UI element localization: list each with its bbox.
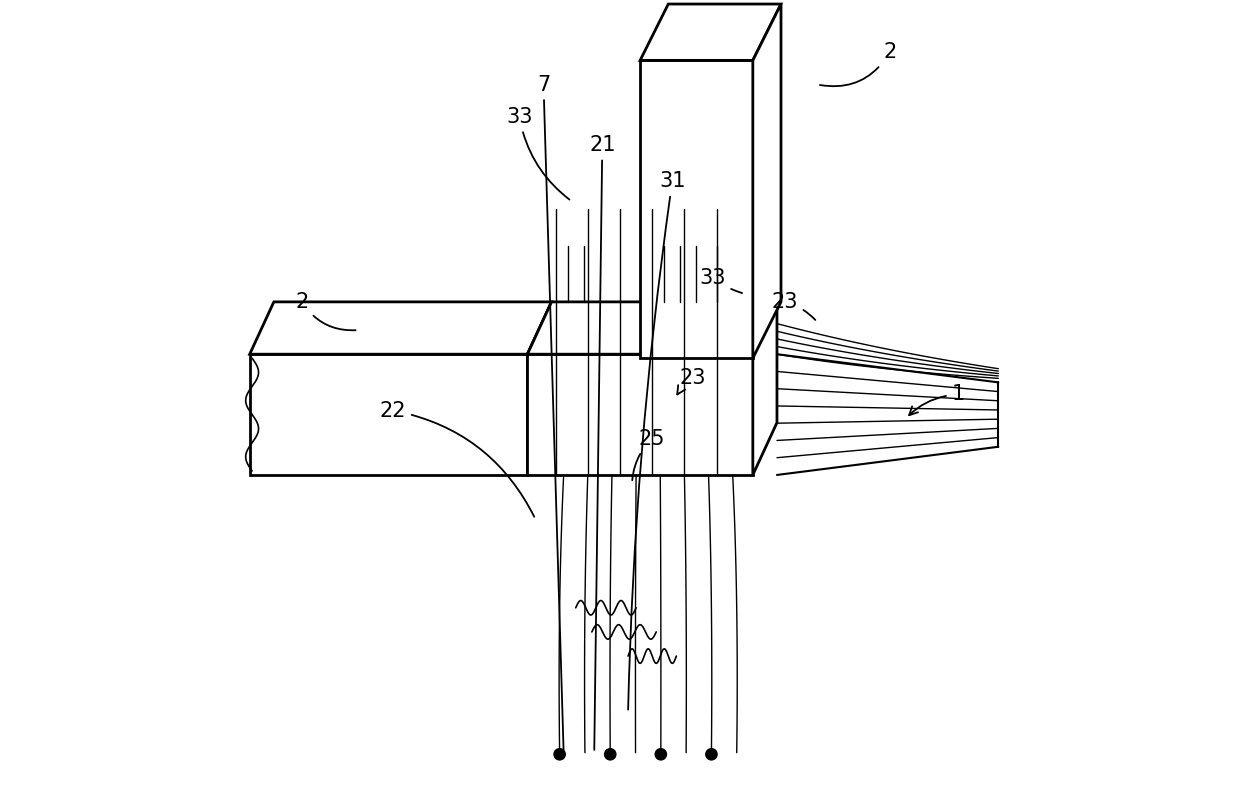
Polygon shape — [753, 302, 777, 475]
Polygon shape — [249, 302, 552, 354]
Text: 31: 31 — [629, 171, 686, 710]
Polygon shape — [527, 302, 777, 354]
Text: 33: 33 — [506, 107, 569, 200]
Polygon shape — [527, 302, 552, 475]
Polygon shape — [753, 4, 781, 358]
Text: 1: 1 — [909, 385, 965, 415]
Text: 25: 25 — [632, 429, 666, 481]
Text: 23: 23 — [771, 292, 816, 320]
Polygon shape — [640, 4, 781, 60]
Text: 21: 21 — [589, 135, 615, 750]
Circle shape — [554, 749, 565, 760]
Text: 2: 2 — [295, 292, 356, 330]
Circle shape — [706, 749, 717, 760]
Polygon shape — [640, 60, 753, 358]
Text: 22: 22 — [379, 401, 534, 517]
Text: 23: 23 — [677, 369, 706, 394]
Polygon shape — [527, 354, 753, 475]
Text: 33: 33 — [699, 268, 742, 293]
Circle shape — [655, 749, 666, 760]
Text: 2: 2 — [820, 43, 897, 86]
Polygon shape — [249, 354, 527, 475]
Text: 7: 7 — [537, 75, 563, 750]
Circle shape — [605, 749, 616, 760]
